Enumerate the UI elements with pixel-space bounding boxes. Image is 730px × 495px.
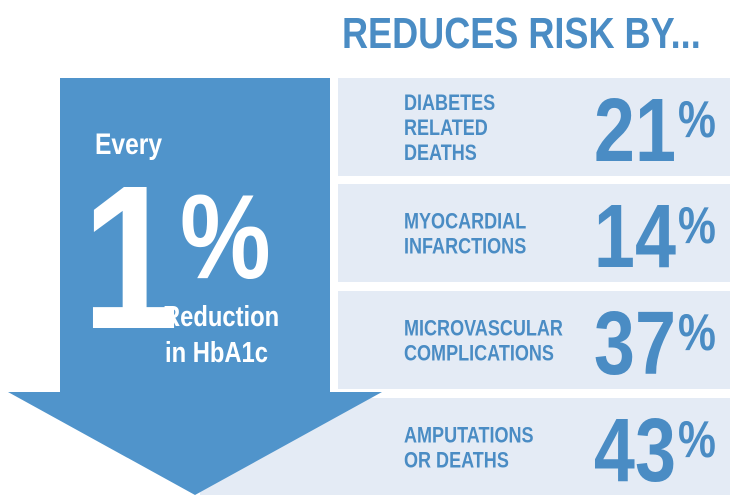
row-value: 43 xyxy=(594,401,676,495)
row-unit: % xyxy=(678,91,716,149)
row-label: DEATHS xyxy=(404,141,477,165)
row-label: DIABETES xyxy=(404,91,495,115)
row-label: MICROVASCULAR xyxy=(404,317,563,341)
row-label: INFARCTIONS xyxy=(404,235,526,259)
arrow-number: 1 xyxy=(82,144,179,372)
row-value: 37 xyxy=(594,294,676,394)
arrow xyxy=(8,78,382,495)
row-label: RELATED xyxy=(404,116,488,140)
row-unit: % xyxy=(678,304,716,362)
arrow-reduction: Reduction xyxy=(163,300,279,333)
arrow-unit: % xyxy=(180,169,271,304)
row-label: AMPUTATIONS xyxy=(404,424,534,448)
row-background xyxy=(338,184,730,282)
row-background xyxy=(338,78,730,176)
row-label: COMPLICATIONS xyxy=(404,342,554,366)
row-value: 21 xyxy=(594,81,676,181)
arrow-every: Every xyxy=(95,127,163,161)
row-unit: % xyxy=(678,411,716,469)
title: REDUCES RISK BY... xyxy=(342,9,701,58)
arrow-target: in HbA1c xyxy=(165,336,268,369)
row-label: OR DEATHS xyxy=(404,449,509,473)
row-value: 14 xyxy=(594,187,676,287)
row-unit: % xyxy=(678,197,716,255)
row-label: MYOCARDIAL xyxy=(404,210,526,234)
row-background xyxy=(338,291,730,389)
